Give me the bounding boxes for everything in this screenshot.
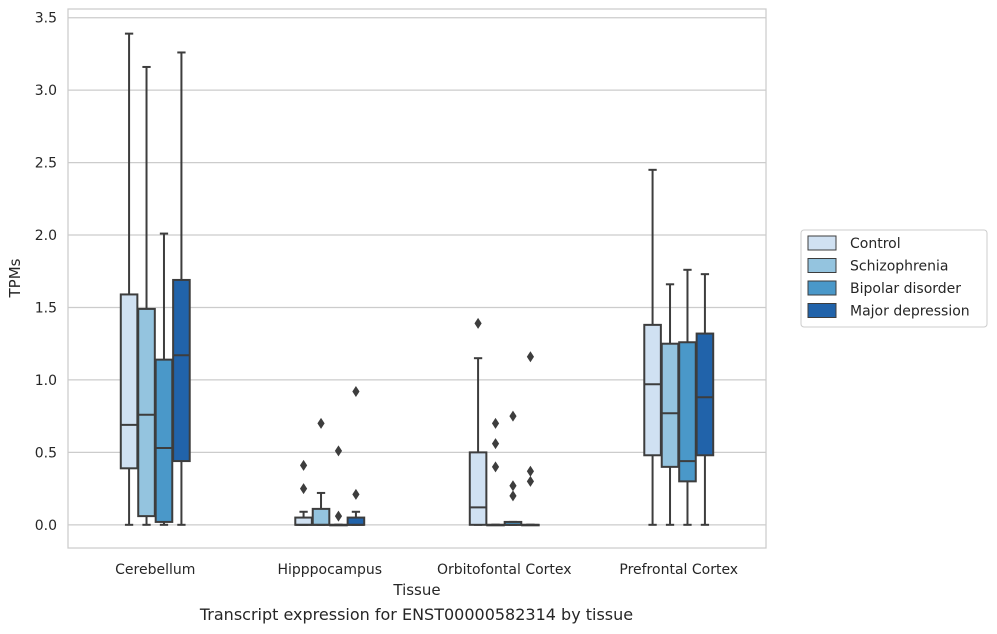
box-0-1 xyxy=(137,65,156,526)
outlier-point xyxy=(491,438,500,450)
legend-label: Major depression xyxy=(850,304,970,320)
box-2-3 xyxy=(521,351,540,527)
outlier-point xyxy=(509,490,517,502)
legend-swatch xyxy=(807,235,837,251)
x-axis-label: Tissue xyxy=(392,581,440,599)
box-body xyxy=(137,307,156,518)
box-groups xyxy=(119,32,715,527)
outlier-point xyxy=(299,459,308,471)
legend-label: Control xyxy=(850,236,901,252)
outlier-point xyxy=(509,480,517,492)
outlier-point xyxy=(334,510,343,522)
x-tick-label: Orbitofontal Cortex xyxy=(437,562,572,578)
outlier-point xyxy=(474,317,482,329)
legend-frame xyxy=(800,229,988,328)
legend: Control Schizophrenia Bipolar disorder Majo… xyxy=(800,229,988,328)
box-2-1 xyxy=(486,417,505,527)
box-0-3 xyxy=(172,51,191,526)
x-tick-label: Cerebellum xyxy=(115,562,195,578)
legend-swatch xyxy=(807,280,837,296)
outlier-point xyxy=(299,483,308,495)
y-axis-label: TPMs xyxy=(6,258,24,298)
legend-swatch xyxy=(807,303,837,318)
box-body xyxy=(311,507,331,526)
legend-label: Schizophrenia xyxy=(850,259,948,275)
outlier-point xyxy=(491,417,500,429)
y-tick-label: 0.0 xyxy=(35,518,57,534)
y-tick-label: 3.5 xyxy=(35,11,57,27)
outlier-point xyxy=(526,351,535,363)
box-2-0 xyxy=(468,317,488,526)
box-body xyxy=(468,451,488,526)
box-body xyxy=(346,516,366,526)
box-body xyxy=(119,293,139,470)
box-1-3 xyxy=(346,386,366,526)
box-1-1 xyxy=(311,417,331,526)
outlier-point xyxy=(352,386,360,398)
x-axis-ticks: Cerebellum Hipppocampus Orbitofontal Corte… xyxy=(115,562,738,578)
box-body xyxy=(154,358,174,523)
y-tick-label: 2.5 xyxy=(35,156,57,172)
outlier-point xyxy=(509,410,517,422)
box-3-3 xyxy=(695,273,715,526)
y-tick-label: 0.5 xyxy=(35,445,57,461)
outlier-point xyxy=(491,461,500,473)
box-body xyxy=(172,278,191,463)
legend-label: Bipolar disorder xyxy=(850,281,961,297)
outlier-point xyxy=(317,417,325,429)
outlier-point xyxy=(526,465,535,477)
box-0-0 xyxy=(119,32,139,526)
x-tick-label: Hipppocampus xyxy=(277,562,382,578)
outlier-point xyxy=(334,445,343,457)
box-body xyxy=(643,323,662,457)
legend-swatch xyxy=(807,258,837,273)
box-2-2 xyxy=(503,410,523,526)
box-body xyxy=(660,342,680,468)
plot-area-frame xyxy=(67,8,767,549)
outlier-point xyxy=(352,488,360,500)
box-body xyxy=(294,516,313,526)
outlier-point xyxy=(526,475,535,487)
figure-caption: Transcript expression for ENST0000058231… xyxy=(199,605,634,624)
y-tick-label: 3.0 xyxy=(35,83,57,99)
y-tick-label: 1.5 xyxy=(35,300,57,316)
y-tick-label: 1.0 xyxy=(35,373,57,389)
y-tick-label: 2.0 xyxy=(35,228,57,244)
box-body xyxy=(695,332,715,457)
y-axis-ticks: 0.0 0.5 1.0 1.5 2.0 2.5 3.0 3.5 xyxy=(35,11,57,534)
x-tick-label: Prefrontal Cortex xyxy=(619,562,738,578)
